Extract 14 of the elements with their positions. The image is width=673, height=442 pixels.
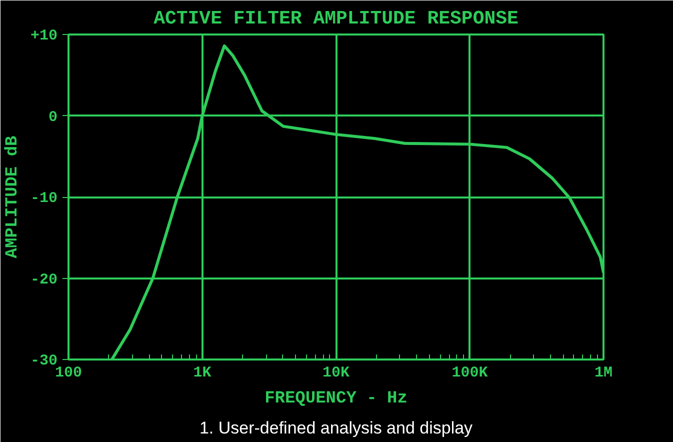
x-axis-title: FREQUENCY - Hz	[264, 390, 408, 408]
y-tick-label: 0	[48, 108, 58, 126]
x-tick-label: 1K	[193, 364, 212, 382]
x-tick-label: 1M	[594, 364, 613, 382]
x-tick-label: 100K	[452, 364, 488, 382]
y-tick-label: -30	[30, 352, 58, 370]
y-axis-title: AMPLITUDE dB	[3, 136, 22, 258]
y-tick-label: +10	[30, 28, 58, 44]
y-tick-label: -10	[30, 190, 58, 207]
text: 1. User-defined analysis and display	[199, 418, 474, 438]
chart-title: ACTIVE FILTER AMPLITUDE RESPONSE	[154, 8, 518, 30]
y-tick-label: -20	[30, 271, 58, 288]
x-tick-label: 100	[55, 364, 82, 382]
x-tick-label: 10K	[322, 364, 350, 382]
